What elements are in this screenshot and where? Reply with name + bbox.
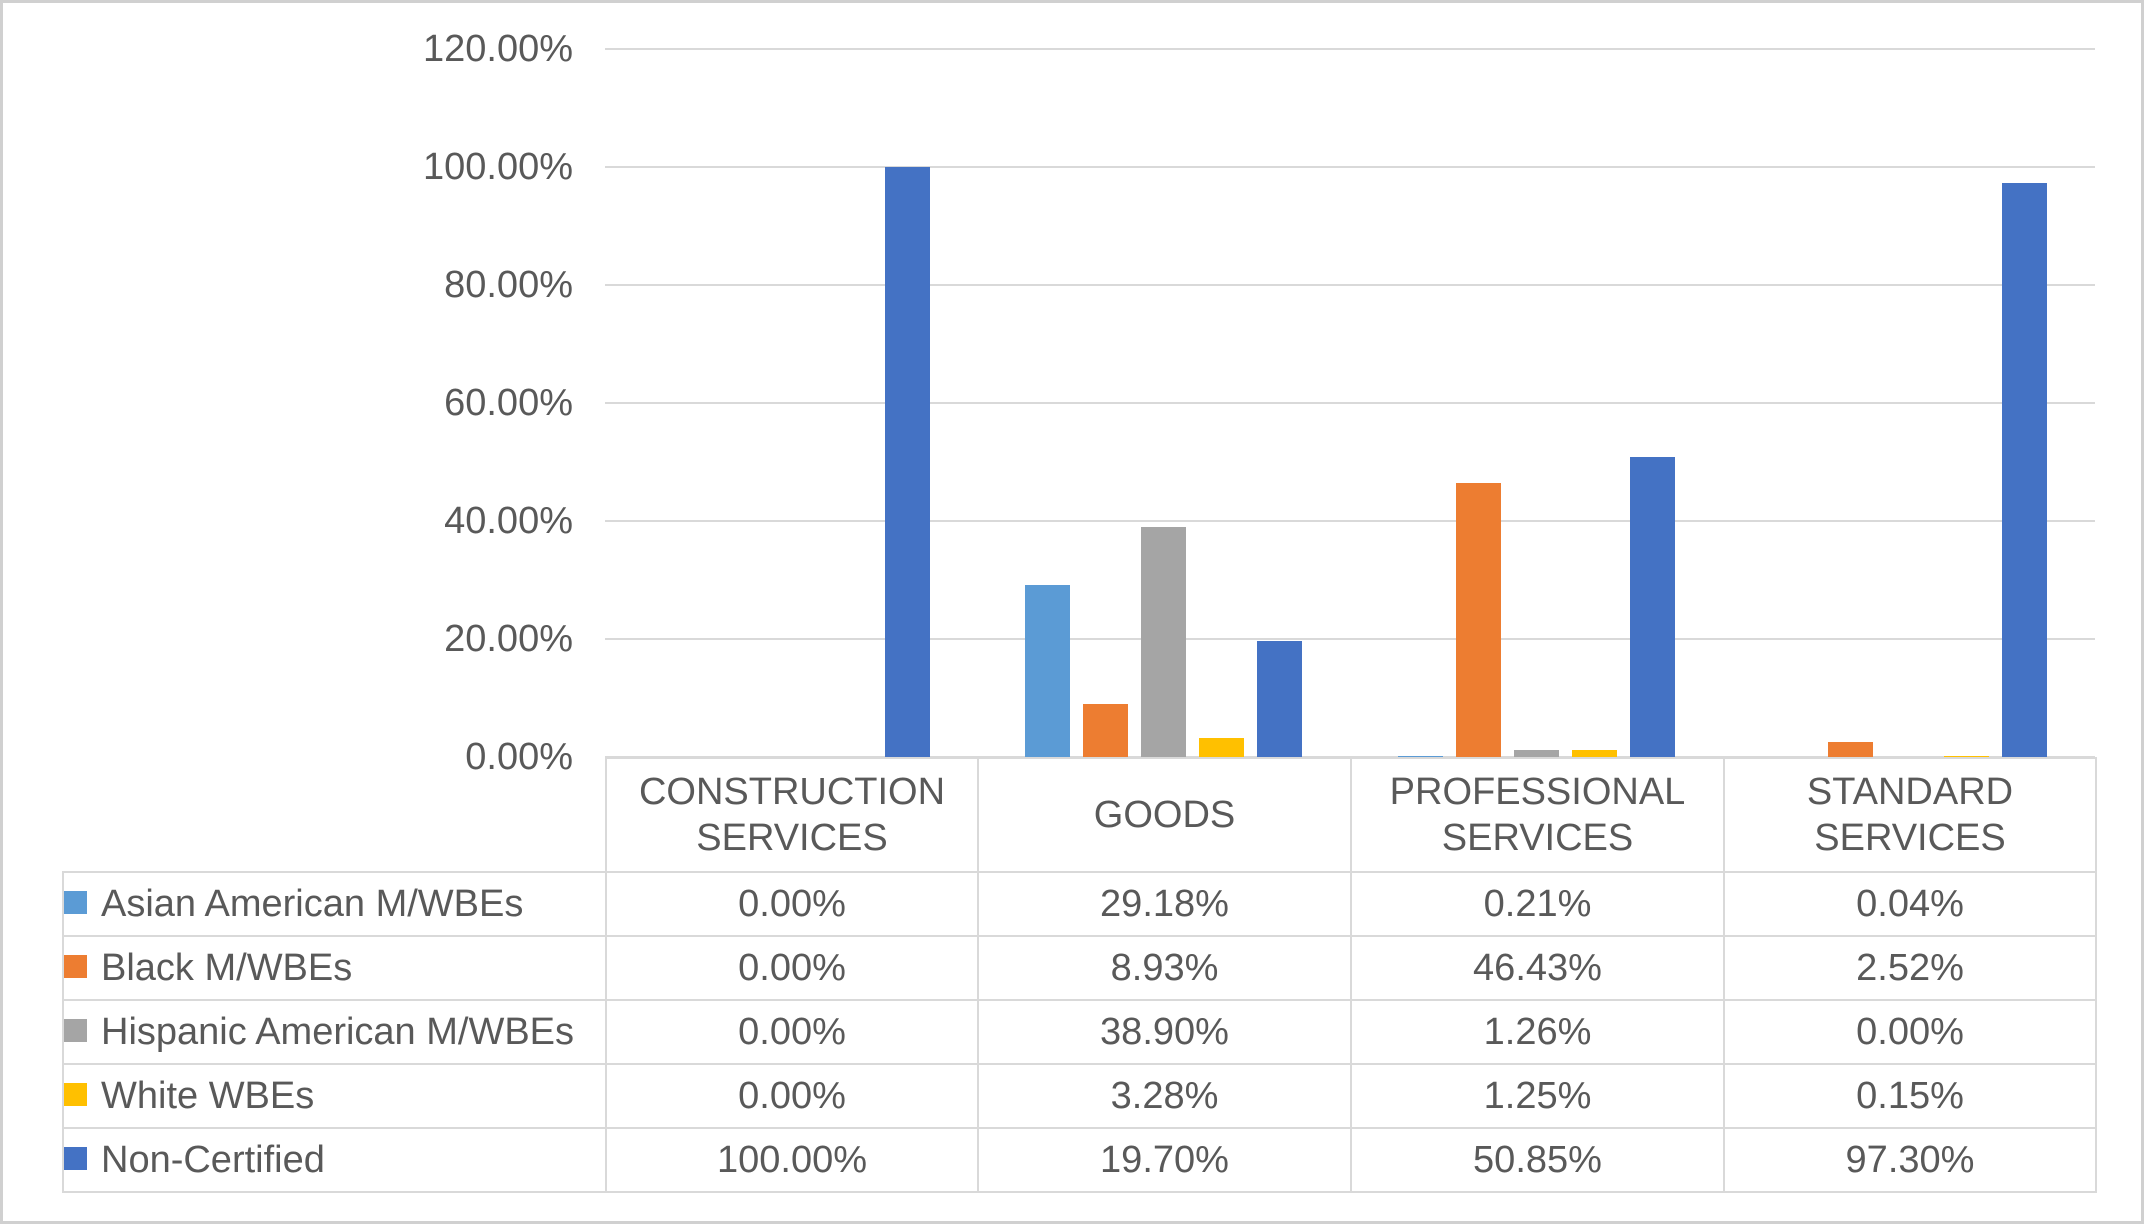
series-name: Hispanic American M/WBEs [101,1010,575,1053]
bar-hispanic-american-m-wbes-cat3 [1514,750,1559,757]
series-label-cell: Non-Certified [62,1127,607,1193]
bar-white-wbes-cat2 [1199,738,1244,757]
table-row-black-m-wbes: Black M/WBEs 0.00% 8.93% 46.43% 2.52% [62,935,2097,1001]
value-cell-s3-c3: 1.26% [1350,999,1725,1065]
value-cell-s2-c2: 8.93% [977,935,1352,1001]
value-cell-s5-c1: 100.00% [605,1127,979,1193]
category-header-2: GOODS [977,757,1352,873]
value-cell-s4-c4: 0.15% [1723,1063,2097,1129]
data-table: CONSTRUCTION SERVICES GOODS PROFESSIONAL S… [62,757,2097,1193]
value-cell-s2-c3: 46.43% [1350,935,1725,1001]
value-cell-s2-c4: 2.52% [1723,935,2097,1001]
table-row-asian-american-m-wbes: Asian American M/WBEs 0.00% 29.18% 0.21% 0.0… [62,871,2097,937]
value-cell-s1-c1: 0.00% [605,871,979,937]
table-row-white-wbes: White WBEs 0.00% 3.28% 1.25% 0.15% [62,1063,2097,1129]
table-row-hispanic-american-m-wbes: Hispanic American M/WBEs 0.00% 38.90% 1.26%… [62,999,2097,1065]
category-header-3: PROFESSIONAL SERVICES [1350,757,1725,873]
bar-non-certified-cat3 [1630,457,1675,757]
bar-non-certified-cat2 [1257,641,1302,757]
value-cell-s5-c4: 97.30% [1723,1127,2097,1193]
series-name: Asian American M/WBEs [101,882,524,925]
legend-swatch-icon [65,1018,87,1042]
series-label-cell: Black M/WBEs [62,935,607,1001]
legend-swatch-icon [65,890,87,914]
y-axis-tick-label: 120.00% [422,28,573,70]
category-header-4: STANDARD SERVICES [1723,757,2097,873]
series-name: Non-Certified [101,1138,325,1181]
y-axis-tick-label: 100.00% [422,146,573,188]
value-cell-s1-c2: 29.18% [977,871,1352,937]
bar-hispanic-american-m-wbes-cat2 [1141,527,1186,757]
value-cell-s3-c2: 38.90% [977,999,1352,1065]
value-cell-s4-c2: 3.28% [977,1063,1352,1129]
value-cell-s5-c3: 50.85% [1350,1127,1725,1193]
value-cell-s3-c4: 0.00% [1723,999,2097,1065]
value-cell-s4-c1: 0.00% [605,1063,979,1129]
bar-asian-american-m-wbes-cat2 [1025,585,1070,757]
y-axis-tick-label: 20.00% [444,618,573,660]
table-header-row: CONSTRUCTION SERVICES GOODS PROFESSIONAL S… [63,757,2097,873]
bar-black-m-wbes-cat3 [1456,483,1501,757]
y-gridline [605,284,2095,286]
y-axis-tick-label: 60.00% [444,382,573,424]
value-cell-s1-c4: 0.04% [1723,871,2097,937]
y-axis-tick-label: 80.00% [444,264,573,306]
legend-swatch-icon [65,1082,87,1106]
y-axis-tick-label: 0.00% [465,736,573,778]
value-cell-s3-c1: 0.00% [605,999,979,1065]
series-label-cell: Asian American M/WBEs [62,871,607,937]
y-gridline [605,48,2095,50]
bar-black-m-wbes-cat2 [1083,704,1128,757]
y-axis-tick-label: 40.00% [444,500,573,542]
table-row-non-certified: Non-Certified 100.00% 19.70% 50.85% 97.30% [62,1127,2097,1193]
series-label-cell: Hispanic American M/WBEs [62,999,607,1065]
category-header-1: CONSTRUCTION SERVICES [605,757,979,873]
y-gridline [605,166,2095,168]
value-cell-s4-c3: 1.25% [1350,1063,1725,1129]
legend-swatch-icon [65,954,87,978]
y-gridline [605,520,2095,522]
bar-white-wbes-cat3 [1572,750,1617,757]
legend-swatch-icon [65,1146,87,1170]
data-table-body: CONSTRUCTION SERVICES GOODS PROFESSIONAL S… [62,757,2097,1193]
bar-white-wbes-cat4 [1944,756,1989,757]
y-gridline [605,402,2095,404]
value-cell-s2-c1: 0.00% [605,935,979,1001]
bar-black-m-wbes-cat4 [1828,742,1873,757]
y-gridline [605,638,2095,640]
bar-non-certified-cat4 [2002,183,2047,757]
value-cell-s1-c3: 0.21% [1350,871,1725,937]
bar-non-certified-cat1 [885,167,930,757]
series-label-cell: White WBEs [62,1063,607,1129]
plot-area: 120.00% 100.00% 80.00% 60.00% 40.00% 20.00% 0.… [3,3,2141,1221]
y-gridline [605,756,2095,758]
value-cell-s5-c2: 19.70% [977,1127,1352,1193]
series-name: White WBEs [101,1074,315,1117]
table-corner-cell [63,758,606,872]
bar-asian-american-m-wbes-cat3 [1398,756,1443,757]
series-name: Black M/WBEs [101,946,353,989]
